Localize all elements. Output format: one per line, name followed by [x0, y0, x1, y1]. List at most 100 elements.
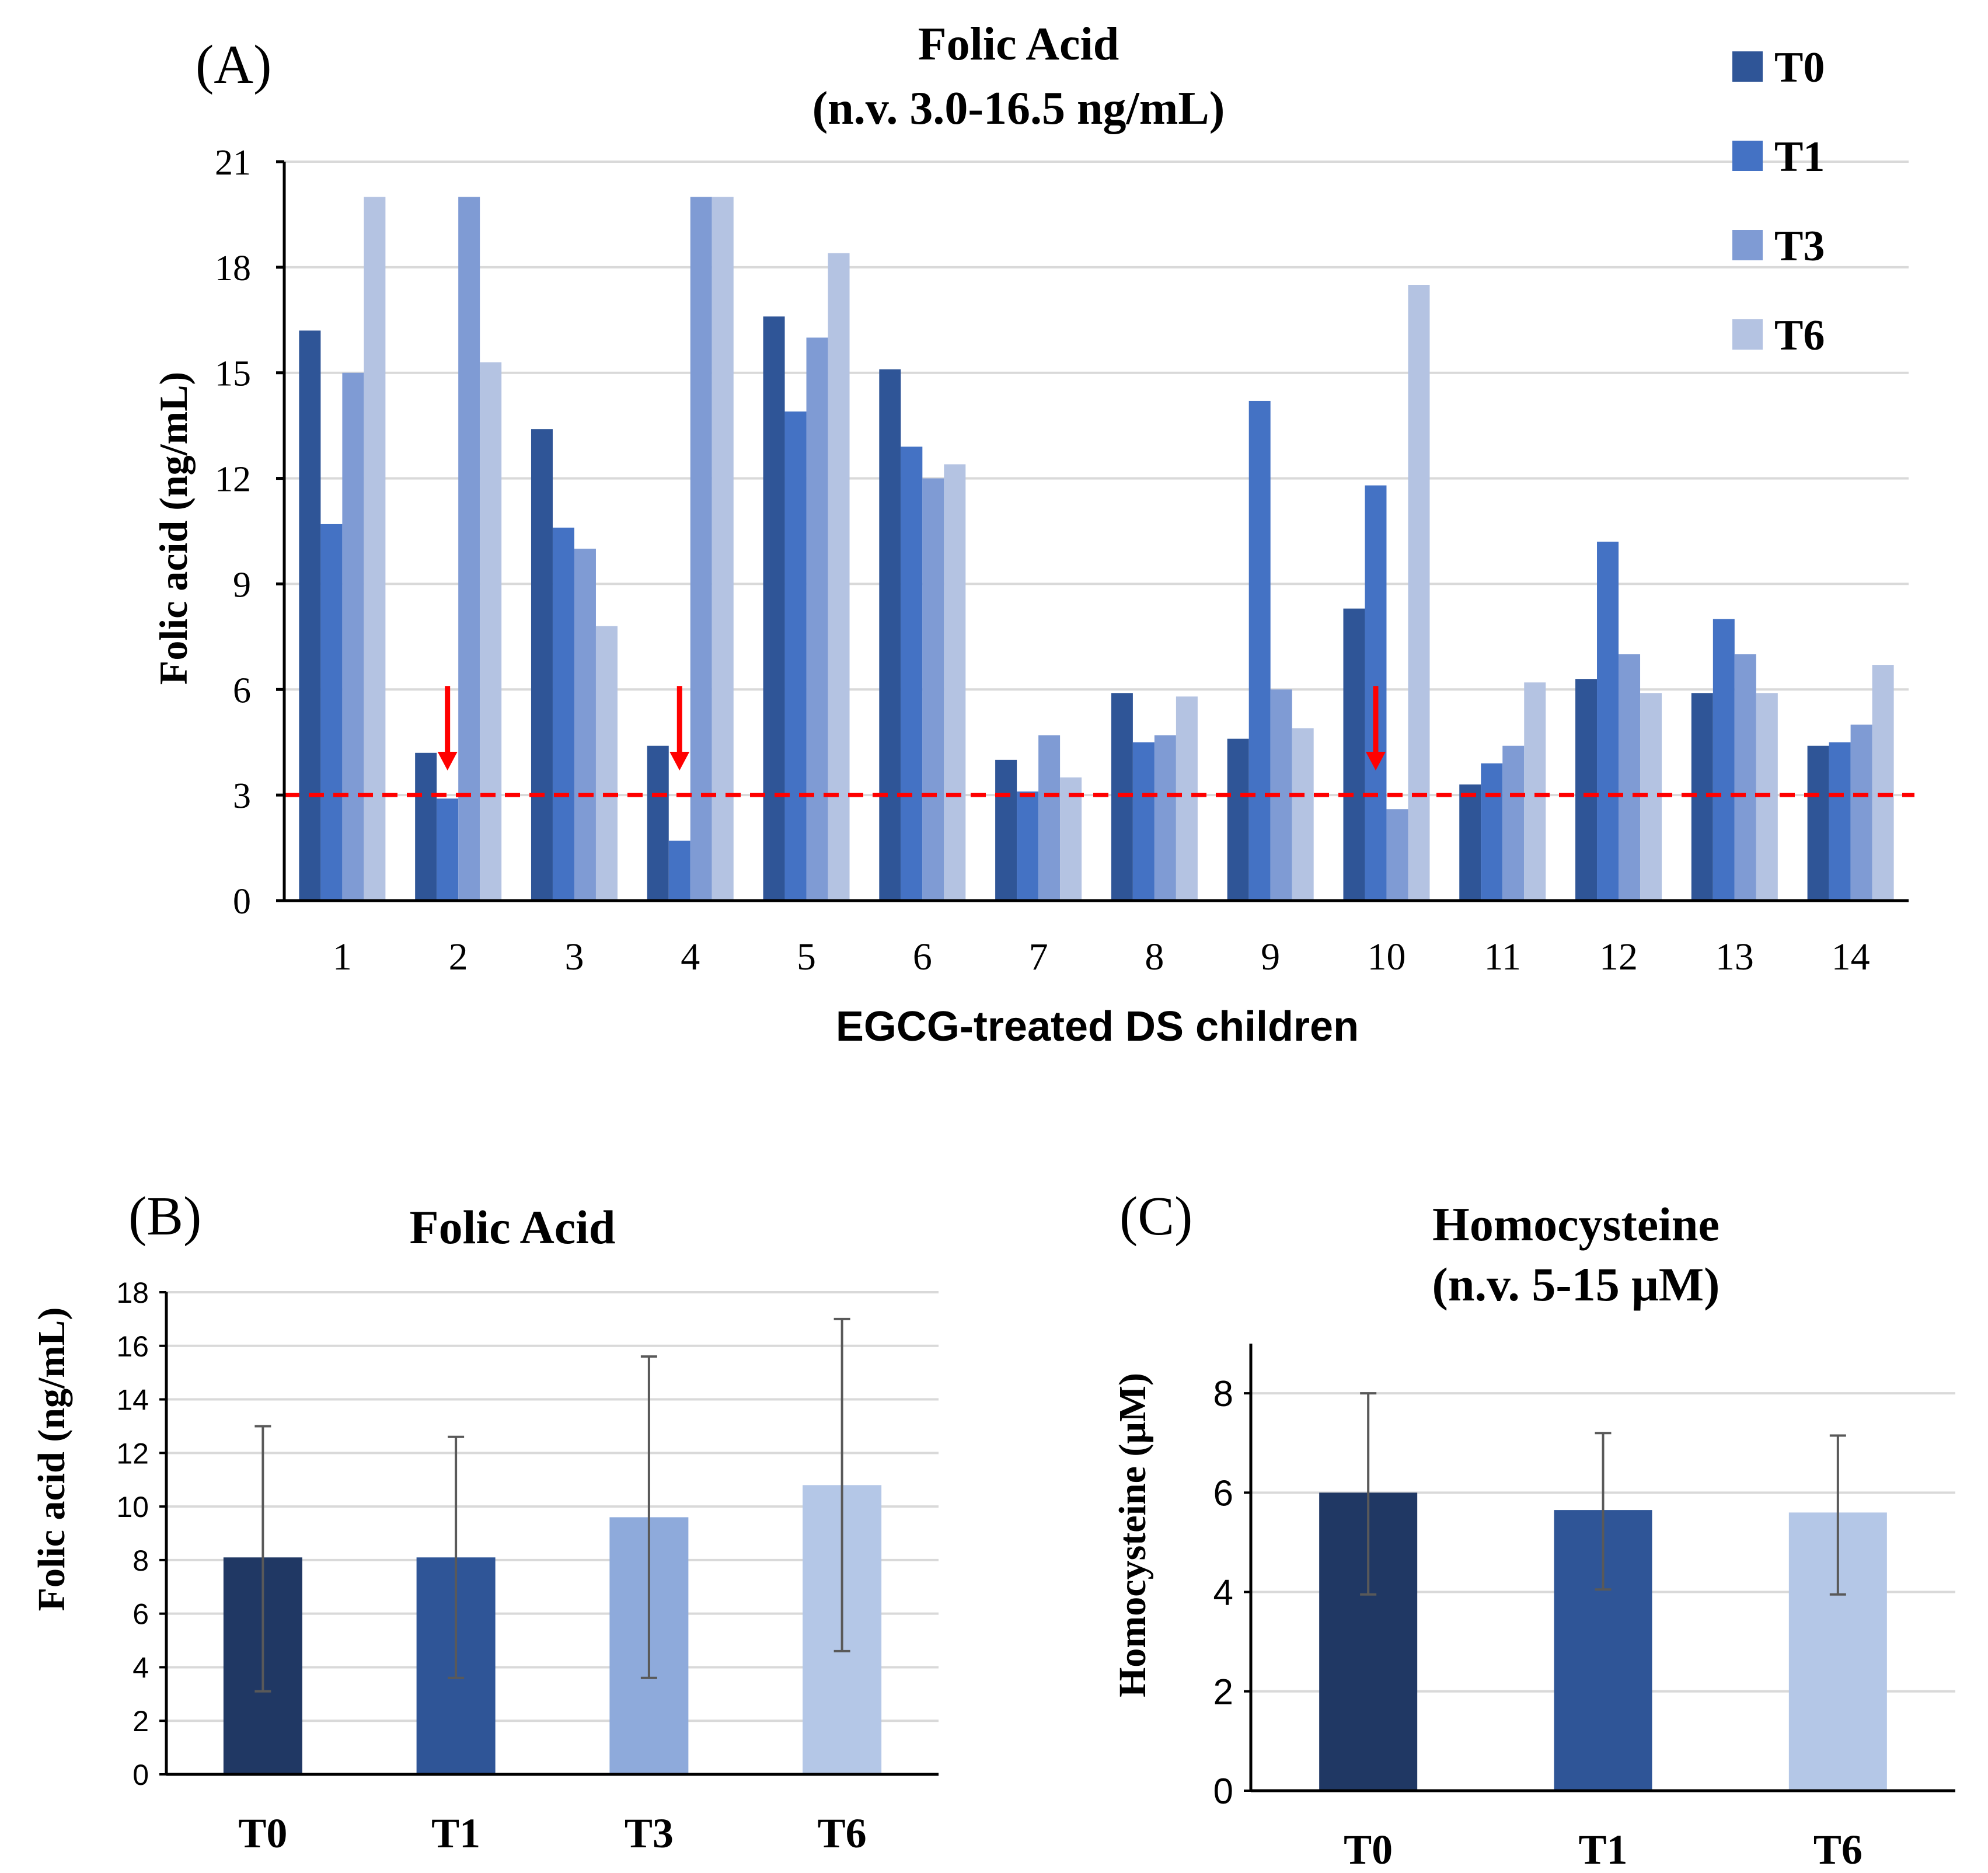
panel-a-x-tick-4: 4: [681, 936, 700, 978]
panel-a-arrow-child-10: [1365, 686, 1386, 770]
panel-a-bar-9-T0: [1227, 738, 1249, 901]
panel-a-x-tick-10: 10: [1367, 936, 1405, 978]
panel-b-y-tick-8: 8: [132, 1544, 149, 1577]
panel-a-bar-4-T1: [668, 840, 690, 901]
panel-a-bar-1-T6: [364, 197, 386, 901]
panel-a-y-tick-21: 21: [215, 143, 251, 183]
panel-a-legend-label-T0: T0: [1774, 44, 1825, 92]
panel-a-x-tick-9: 9: [1261, 936, 1280, 978]
panel-a-bar-8-T3: [1154, 735, 1176, 901]
panel-a-y-tick-labels: 0 3 6 9 12 15 18 21: [215, 143, 251, 922]
panel-c-y-tick-8: 8: [1213, 1374, 1233, 1414]
panel-a-arrow-child-4: [669, 686, 690, 770]
panel-a-bar-6-T0: [879, 369, 901, 901]
panel-c-y-tick-6: 6: [1213, 1473, 1233, 1513]
panel-a-bar-7-T6: [1060, 777, 1082, 901]
panel-a-y-tick-9: 9: [233, 565, 251, 605]
panel-a-bar-11-T1: [1481, 763, 1503, 901]
panel-a-bar-8-T1: [1132, 742, 1155, 901]
panel-a-y-tick-18: 18: [215, 249, 251, 288]
panel-c-y-tick-0: 0: [1213, 1771, 1233, 1812]
panel-a-bar-9-T6: [1292, 728, 1314, 901]
panel-b-error-bar-T6: [833, 1317, 850, 1652]
panel-b-y-tick-14: 14: [116, 1384, 149, 1417]
panel-a-x-tick-12: 12: [1599, 936, 1638, 978]
panel-a-bar-5-T1: [784, 411, 807, 901]
panel-a-legend-swatch-T0: [1732, 51, 1763, 82]
panel-c-x-tick-T1: T1: [1578, 1826, 1627, 1873]
panel-a-bar-11-T6: [1524, 682, 1546, 901]
panel-c-subtitle: (n.v. 5-15 μM): [1432, 1258, 1720, 1311]
panel-a-legend-label-T6: T6: [1774, 312, 1825, 360]
panel-a-x-tick-11: 11: [1484, 936, 1521, 978]
panel-a-bar-9-T1: [1248, 400, 1271, 901]
panel-a-axes: [276, 160, 1909, 902]
panel-b-y-tick-4: 4: [132, 1651, 149, 1684]
panel-a-bar-10-T3: [1386, 809, 1408, 901]
panel-a-bar-4-T3: [690, 197, 712, 901]
panel-a-bar-12-T0: [1575, 679, 1598, 901]
panel-a-bar-12-T3: [1619, 654, 1641, 901]
panel-a-legend-swatch-T6: [1732, 319, 1763, 350]
panel-b-title: Folic Acid: [409, 1201, 615, 1254]
panel-a: (A) Folic Acid (n.v. 3.0-16.5 ng/mL) 0 3 6…: [151, 19, 1914, 1050]
panel-a-x-tick-2: 2: [449, 936, 468, 978]
panel-a-bar-10-T6: [1408, 285, 1430, 901]
panel-a-bar-14-T6: [1872, 665, 1894, 901]
panel-c-error-bar-T1: [1595, 1432, 1612, 1591]
panel-a-y-tick-3: 3: [233, 776, 251, 816]
panel-a-bar-13-T3: [1734, 654, 1756, 901]
panel-a-legend-label-T3: T3: [1774, 222, 1825, 270]
panel-c: (C) Homocysteine (n.v. 5-15 μM) 0 2 4 6 8 T0…: [1111, 1186, 1955, 1873]
panel-a-y-axis-label: Folic acid (ng/mL): [151, 372, 196, 685]
panel-b-y-tick-18: 18: [116, 1276, 149, 1309]
panel-a-bar-6-T1: [901, 447, 923, 901]
panel-c-x-tick-T0: T0: [1344, 1826, 1393, 1873]
panel-c-y-tick-4: 4: [1213, 1573, 1233, 1613]
panel-b-error-bar-T0: [254, 1425, 271, 1693]
panel-b-y-tick-labels: 0 2 4 6 8 10 12 14 16 18: [116, 1276, 149, 1791]
panel-c-x-tick-labels: T0 T1 T6: [1344, 1826, 1863, 1873]
panel-a-x-tick-13: 13: [1715, 936, 1754, 978]
panel-a-y-tick-0: 0: [233, 882, 251, 922]
panel-a-arrow-child-2: [437, 686, 458, 770]
panel-a-arrows: [437, 686, 1386, 770]
panel-a-bar-4-T0: [647, 745, 669, 901]
panel-a-bar-2-T1: [437, 798, 459, 901]
panel-b-y-tick-10: 10: [116, 1491, 149, 1523]
panel-a-bar-7-T1: [1017, 791, 1039, 901]
panel-a-x-axis-label: EGCG-treated DS children: [836, 1003, 1359, 1050]
panel-c-y-tick-labels: 0 2 4 6 8: [1213, 1374, 1233, 1812]
panel-a-legend-swatch-T3: [1732, 230, 1763, 260]
panel-a-bar-3-T1: [552, 527, 574, 901]
panel-a-y-tick-15: 15: [215, 354, 251, 394]
panel-b-x-tick-T6: T6: [818, 1810, 867, 1857]
panel-a-y-tick-6: 6: [233, 671, 251, 710]
panel-a-bar-14-T0: [1807, 745, 1829, 901]
panel-b-error-bar-T1: [448, 1435, 465, 1679]
panel-b-error-bar-T3: [640, 1355, 657, 1679]
panel-c-y-axis-label: Homocysteine (μM): [1111, 1373, 1154, 1697]
panel-b-y-axis-label: Folic acid (ng/mL): [30, 1307, 73, 1612]
panel-a-bar-7-T3: [1038, 735, 1061, 901]
panel-a-legend-swatch-T1: [1732, 141, 1763, 171]
panel-b-x-tick-T0: T0: [238, 1810, 287, 1857]
panel-a-x-tick-3: 3: [564, 936, 584, 978]
panel-a-legend: T0 T1 T3 T6: [1732, 44, 1825, 360]
panel-a-y-tick-12: 12: [215, 460, 251, 500]
panel-a-bar-6-T3: [922, 478, 944, 901]
panel-a-x-tick-5: 5: [797, 936, 816, 978]
panel-a-bar-3-T3: [574, 549, 596, 901]
panel-b-x-tick-labels: T0 T1 T3 T6: [238, 1810, 866, 1857]
panel-a-bar-8-T6: [1176, 696, 1198, 901]
panel-b-x-tick-T1: T1: [431, 1810, 480, 1857]
panel-a-bar-1-T3: [342, 372, 364, 901]
panel-a-subtitle: (n.v. 3.0-16.5 ng/mL): [812, 83, 1225, 134]
panel-a-legend-label-T1: T1: [1774, 133, 1825, 181]
panel-c-error-bar-T0: [1360, 1392, 1377, 1596]
panel-a-bar-7-T0: [995, 759, 1017, 901]
panel-a-x-tick-14: 14: [1832, 936, 1870, 978]
panel-a-bar-4-T6: [712, 197, 734, 901]
panel-a-bar-1-T1: [320, 524, 343, 901]
